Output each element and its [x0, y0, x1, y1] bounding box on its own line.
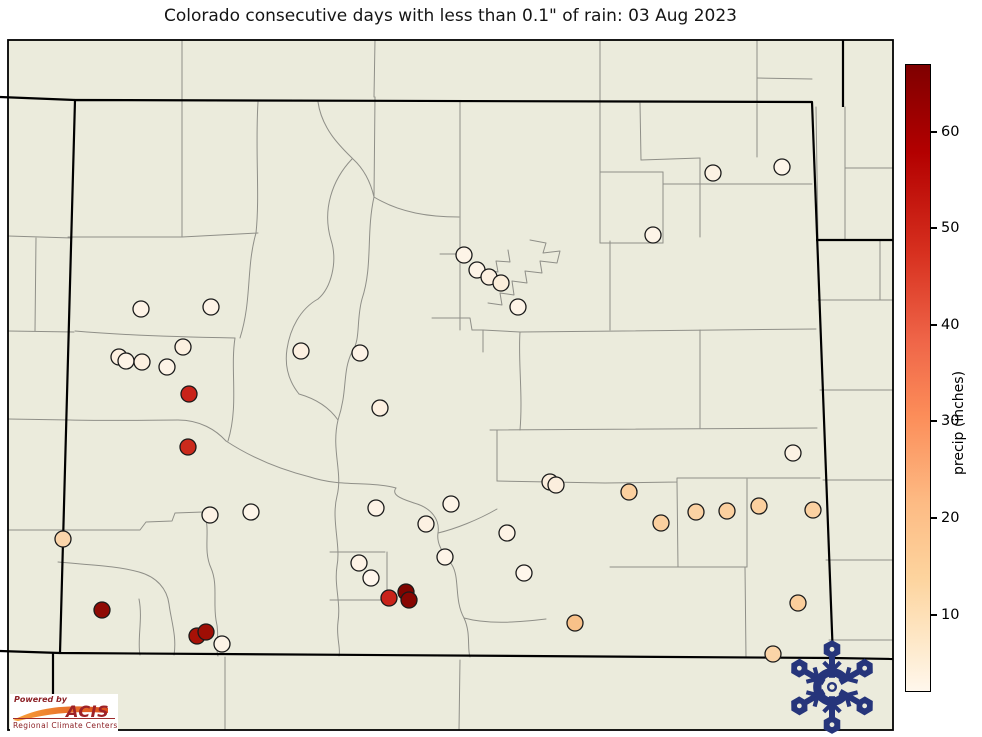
station-marker [197, 623, 215, 641]
county-borders [7, 39, 894, 731]
colorbar-tick-label: 30 [941, 413, 960, 430]
colorbar-tick-label: 10 [941, 606, 960, 623]
colorbar-tick-label: 20 [941, 510, 960, 527]
station-marker [242, 503, 260, 521]
chart-title: Colorado consecutive days with less than… [164, 6, 737, 26]
station-marker [515, 564, 533, 582]
acis-logo[interactable]: Powered by ACIS Regional Climate Centers [10, 694, 118, 731]
station-marker [179, 438, 197, 456]
map-background [8, 40, 893, 730]
station-marker [620, 483, 638, 501]
colorbar-tick [931, 613, 937, 616]
station-marker [132, 300, 150, 318]
station-marker [180, 385, 198, 403]
station-marker [133, 353, 151, 371]
station-marker [174, 338, 192, 356]
station-marker [498, 524, 516, 542]
colorbar-axis-label: precip (inches) [951, 370, 967, 475]
climate-center-inner-ring [826, 681, 838, 693]
acis-subtitle-text: Regional Climate Centers [13, 718, 117, 730]
station-marker [351, 344, 369, 362]
acis-powered-by-text: Powered by [14, 695, 67, 704]
station-marker [117, 352, 135, 370]
station-marker [789, 594, 807, 612]
colorbar-gradient [905, 64, 931, 692]
station-marker [773, 158, 791, 176]
colorbar-tick [931, 420, 937, 423]
station-marker [687, 503, 705, 521]
station-marker [292, 342, 310, 360]
station-marker [436, 548, 454, 566]
station-marker [750, 497, 768, 515]
acis-name-text: ACIS [66, 702, 110, 721]
colorbar-tick-label: 50 [941, 220, 960, 237]
station-marker [509, 298, 527, 316]
station-marker [367, 499, 385, 517]
station-markers [54, 158, 822, 663]
station-marker [442, 495, 460, 513]
acis-swoosh-icon [13, 706, 108, 721]
station-marker [202, 298, 220, 316]
station-marker [455, 246, 473, 264]
colorbar-tick [931, 130, 937, 133]
station-marker [201, 506, 219, 524]
station-marker [213, 635, 231, 653]
station-marker [566, 614, 584, 632]
station-marker [380, 589, 398, 607]
colorbar-tick-label: 60 [941, 123, 960, 140]
station-marker [371, 399, 389, 417]
station-marker [417, 515, 435, 533]
station-marker [54, 530, 72, 548]
station-marker [764, 645, 782, 663]
station-marker [718, 502, 736, 520]
station-marker [93, 601, 111, 619]
station-marker [350, 554, 368, 572]
axes-frame [7, 39, 894, 731]
station-marker [704, 164, 722, 182]
climate-center-c-letter [813, 668, 850, 706]
colorbar-tick [931, 517, 937, 520]
station-marker [652, 514, 670, 532]
colorbar-tick-label: 40 [941, 316, 960, 333]
station-marker [804, 501, 822, 519]
station-marker [158, 358, 176, 376]
station-marker [644, 226, 662, 244]
colorbar-tick [931, 323, 937, 326]
station-marker [547, 476, 565, 494]
station-marker [362, 569, 380, 587]
station-marker [784, 444, 802, 462]
station-marker [400, 591, 418, 609]
colorbar-tick [931, 227, 937, 230]
station-marker [492, 274, 510, 292]
colorado-climate-center-snowflake-logo[interactable] [787, 640, 877, 734]
